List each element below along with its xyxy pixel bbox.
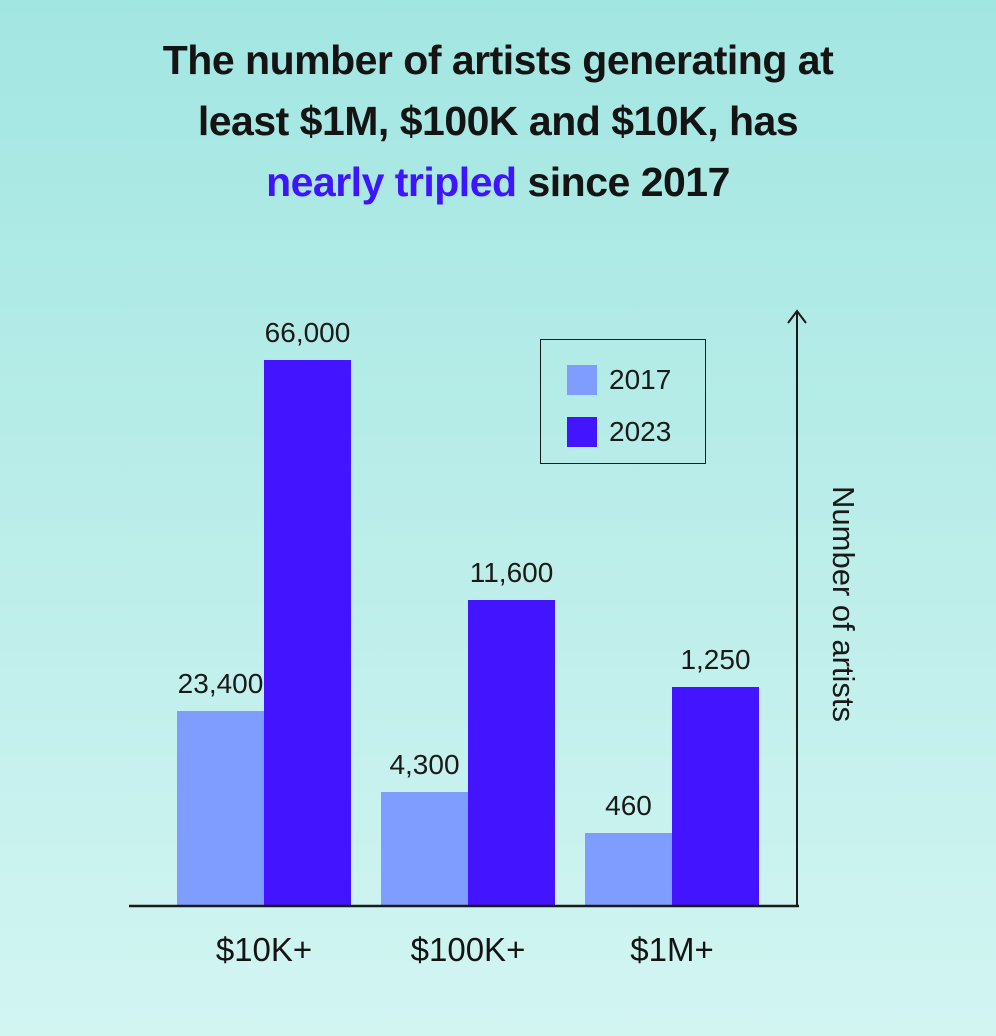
- y-axis-label: Number of artists: [826, 486, 861, 722]
- legend-label-2017: 2017: [609, 364, 672, 395]
- title-line-3-rest: since 2017: [527, 159, 730, 205]
- title-line-3: nearly tripled since 2017: [0, 152, 996, 213]
- legend-swatch-2023: [567, 417, 597, 447]
- x-tick-label-10k: $10K+: [216, 931, 312, 968]
- bar-1m-2017: [585, 833, 672, 906]
- bar-100k-2017: [381, 792, 468, 906]
- bar-100k-2023: [468, 600, 555, 906]
- data-label-10k-2017: 23,400: [178, 668, 264, 699]
- title-line-2: least $1M, $100K and $10K, has: [197, 98, 799, 144]
- title-line-1: The number of artists generating at: [162, 37, 834, 83]
- chart-title: The number of artists generating at leas…: [0, 30, 996, 213]
- data-label-10k-2023: 66,000: [265, 317, 351, 348]
- bar-10k-2023: [264, 360, 351, 906]
- data-label-1m-2023: 1,250: [680, 644, 750, 675]
- data-label-100k-2017: 4,300: [389, 749, 459, 780]
- bar-10k-2017: [177, 711, 264, 906]
- legend: 2017 2023: [540, 339, 706, 464]
- data-label-100k-2023: 11,600: [470, 557, 554, 588]
- legend-swatch-2017: [567, 365, 597, 395]
- y-axis-arrow-icon: [787, 309, 807, 324]
- bar-1m-2023: [672, 687, 759, 906]
- legend-item-2017: 2017: [567, 364, 671, 396]
- x-tick-label-1m: $1M+: [630, 931, 713, 968]
- data-label-1m-2017: 460: [605, 790, 652, 821]
- x-tick-label-100k: $100K+: [411, 931, 526, 968]
- legend-label-2023: 2023: [609, 416, 672, 447]
- title-highlight: nearly tripled: [266, 159, 517, 205]
- legend-item-2023: 2023: [567, 416, 671, 448]
